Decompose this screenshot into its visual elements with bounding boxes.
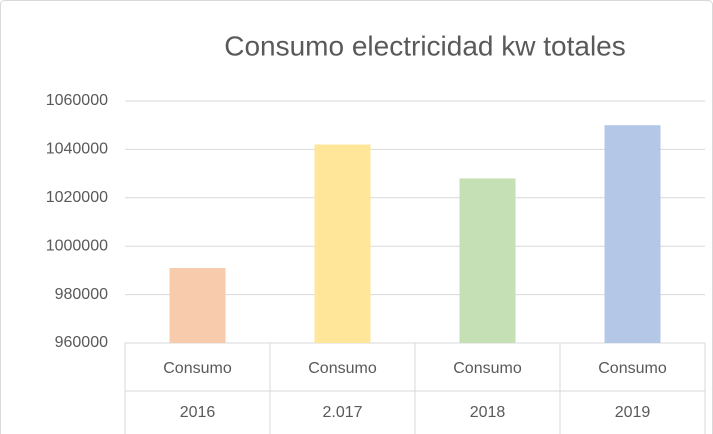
y-tick-label: 960000	[55, 334, 108, 351]
x-tick-label: 2016	[180, 404, 216, 421]
y-tick-label: 1020000	[46, 189, 108, 206]
y-tick-label: 1040000	[46, 141, 108, 158]
x-tick-label: Consumo	[598, 360, 667, 377]
x-tick-label: Consumo	[163, 360, 232, 377]
bar	[604, 125, 661, 343]
y-tick-label: 1060000	[46, 92, 108, 109]
x-tick-label: Consumo	[308, 360, 377, 377]
x-tick-label: Consumo	[453, 360, 522, 377]
bar	[169, 267, 226, 343]
chart-title: Consumo electricidad kw totales	[224, 30, 626, 61]
y-tick-label: 1000000	[46, 237, 108, 254]
bar	[459, 178, 516, 343]
x-tick-label: 2018	[470, 404, 506, 421]
x-tick-label: 2.017	[322, 404, 362, 421]
y-tick-label: 980000	[55, 286, 108, 303]
x-tick-label: 2019	[615, 404, 651, 421]
bar	[314, 144, 371, 343]
